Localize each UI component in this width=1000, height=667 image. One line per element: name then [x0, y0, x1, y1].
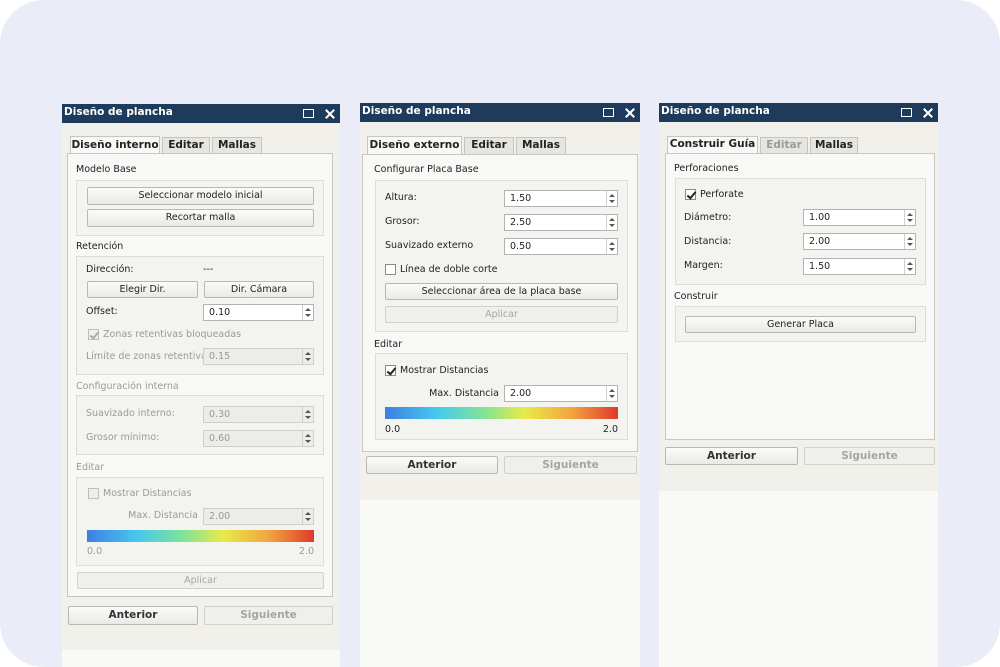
button[interactable]: Recortar malla	[87, 209, 314, 227]
section-heading: Perforaciones	[674, 163, 739, 174]
section-heading: Modelo Base	[76, 164, 137, 175]
spin-arrows[interactable]	[904, 210, 915, 225]
section-heading: Editar	[374, 339, 403, 350]
section-heading: Configurar Placa Base	[374, 164, 479, 175]
scale-label: 2.0	[298, 546, 314, 557]
spin-arrows[interactable]	[904, 259, 915, 274]
label: Altura:	[385, 192, 417, 203]
spinbox[interactable]: 1.00	[803, 209, 916, 226]
spin-arrows[interactable]	[302, 407, 313, 422]
tab[interactable]: Editar	[760, 137, 808, 153]
checkbox-label: Mostrar Distancias	[103, 488, 192, 499]
spinbox[interactable]: 2.50	[504, 214, 618, 231]
label: Suavizado externo	[385, 240, 474, 251]
spinbox[interactable]: 2.00	[803, 233, 916, 250]
spin-arrows[interactable]	[606, 215, 617, 230]
label: Offset:	[86, 306, 118, 317]
checkbox[interactable]	[88, 329, 99, 340]
spin-arrows[interactable]	[606, 191, 617, 206]
spinbox[interactable]: 0.15	[203, 348, 314, 365]
tab[interactable]: Mallas	[212, 137, 262, 154]
tab[interactable]: Mallas	[516, 137, 566, 154]
tab[interactable]: Diseño externo	[367, 136, 462, 154]
button[interactable]: Dir. Cámara	[204, 281, 314, 298]
nav-button[interactable]: Siguiente	[504, 456, 637, 474]
spin-arrows[interactable]	[904, 234, 915, 249]
spinbox[interactable]: 2.00	[203, 508, 314, 525]
button[interactable]: Aplicar	[385, 306, 618, 323]
checkbox-label: Zonas retentivas bloqueadas	[103, 329, 242, 340]
checkbox[interactable]	[685, 189, 696, 200]
checkbox[interactable]	[385, 264, 396, 275]
label: Margen:	[684, 260, 723, 271]
restore-icon[interactable]	[901, 108, 912, 117]
scale-label: 2.0	[602, 424, 618, 435]
spinbox[interactable]: 0.30	[203, 406, 314, 423]
nav-button[interactable]: Anterior	[366, 456, 498, 474]
section-heading: Editar	[76, 462, 105, 473]
checkbox[interactable]	[385, 365, 396, 376]
nav-button[interactable]: Anterior	[68, 606, 198, 625]
title-bar: Diseño de plancha	[659, 103, 938, 122]
label: Suavizado interno:	[86, 408, 175, 419]
button[interactable]: Elegir Dir.	[87, 281, 198, 298]
checkbox-label: Perforate	[700, 189, 744, 200]
tab[interactable]: Editar	[464, 137, 514, 154]
nav-button[interactable]: Siguiente	[204, 606, 333, 625]
button[interactable]: Aplicar	[77, 572, 324, 589]
scale-label: 0.0	[385, 424, 401, 435]
section-heading: Configuración interna	[76, 381, 179, 392]
label: Límite de zonas retentivas:	[86, 351, 216, 362]
color-scale	[385, 407, 618, 419]
tab[interactable]: Editar	[162, 137, 210, 154]
checkbox-label: Línea de doble corte	[400, 264, 498, 275]
tab[interactable]: Diseño interno	[70, 136, 160, 154]
restore-icon[interactable]	[303, 109, 314, 118]
label: Grosor:	[385, 216, 420, 227]
label: Max. Distancia	[429, 388, 499, 399]
tab[interactable]: Construir Guía	[667, 136, 758, 153]
label: Dirección:	[86, 264, 134, 275]
spin-arrows[interactable]	[606, 386, 617, 401]
checkbox[interactable]	[88, 488, 99, 499]
section-heading: Retención	[76, 241, 124, 252]
button[interactable]: Generar Placa	[685, 316, 916, 333]
spin-arrows[interactable]	[302, 431, 313, 446]
scale-label: 0.0	[87, 546, 103, 557]
spinbox[interactable]: 0.60	[203, 430, 314, 447]
spinbox[interactable]: 2.00	[504, 385, 618, 402]
value: ---	[203, 264, 214, 275]
button[interactable]: Seleccionar área de la placa base	[385, 283, 618, 300]
label: Distancia:	[684, 236, 732, 247]
title-bar: Diseño de plancha	[360, 103, 640, 122]
restore-icon[interactable]	[603, 108, 614, 117]
section-heading: Construir	[674, 291, 718, 302]
color-scale	[87, 530, 314, 542]
spin-arrows[interactable]	[606, 239, 617, 254]
spin-arrows[interactable]	[302, 349, 313, 364]
spin-arrows[interactable]	[302, 509, 313, 524]
label: Grosor mínimo:	[86, 432, 160, 443]
title-bar: Diseño de plancha	[62, 104, 340, 123]
spinbox[interactable]: 0.50	[504, 238, 618, 255]
spin-arrows[interactable]	[302, 305, 313, 320]
label: Diámetro:	[684, 212, 732, 223]
label: Max. Distancia	[128, 510, 198, 521]
spinbox[interactable]: 1.50	[803, 258, 916, 275]
button[interactable]: Seleccionar modelo inicial	[87, 187, 314, 205]
nav-button[interactable]: Anterior	[665, 447, 798, 465]
nav-button[interactable]: Siguiente	[804, 447, 935, 465]
tab[interactable]: Mallas	[810, 137, 858, 153]
checkbox-label: Mostrar Distancias	[400, 365, 489, 376]
spinbox[interactable]: 1.50	[504, 190, 618, 207]
spinbox[interactable]: 0.10	[203, 304, 314, 321]
